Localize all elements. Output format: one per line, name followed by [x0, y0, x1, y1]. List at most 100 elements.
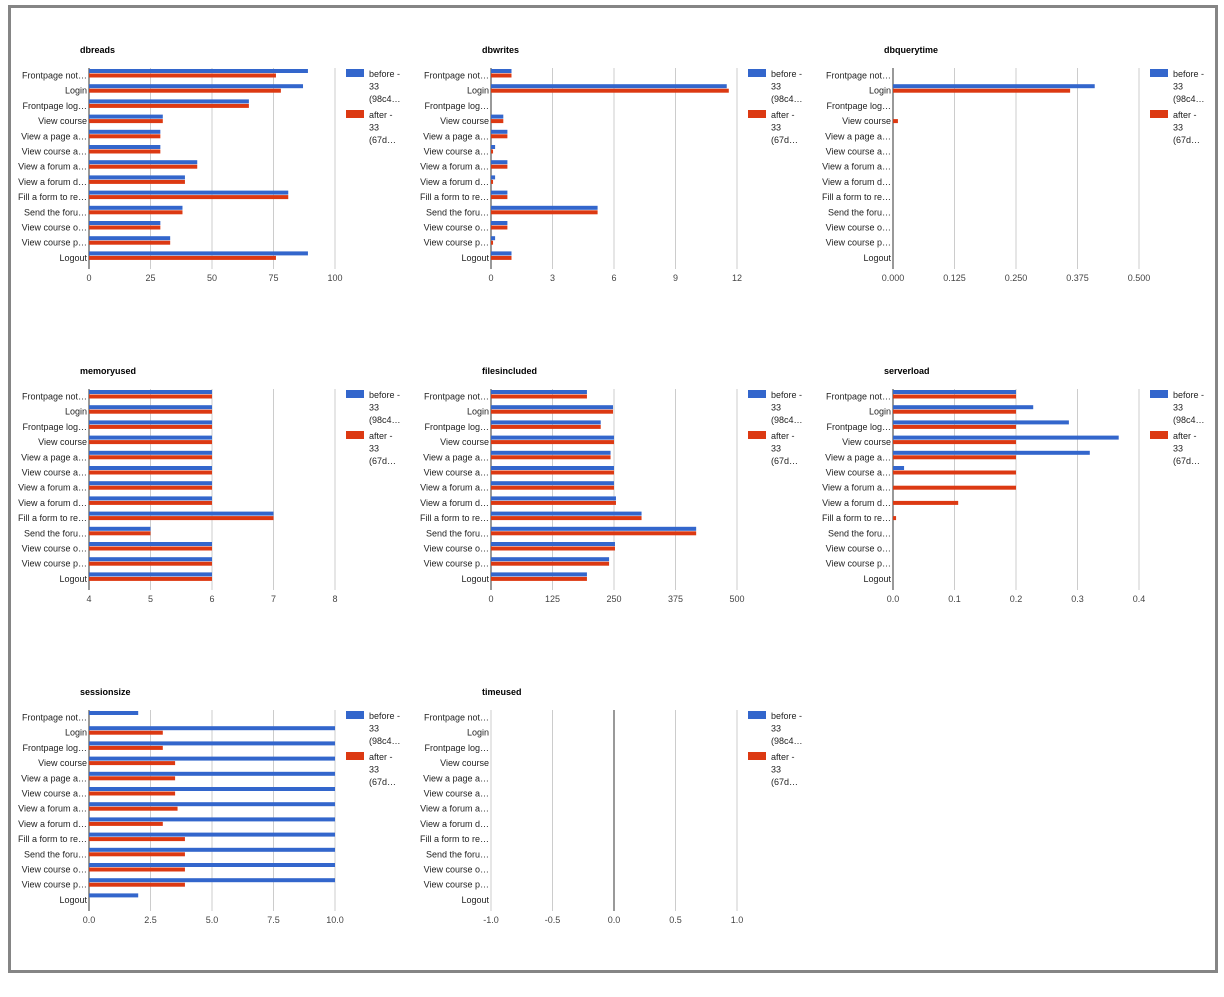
category-label: View course [38, 758, 87, 768]
bar-before [89, 802, 335, 807]
bar-before [89, 542, 212, 546]
bar-before [491, 129, 508, 134]
bar-after [89, 546, 212, 551]
chart-title: timeused [482, 687, 522, 697]
category-label: Frontpage not… [826, 71, 891, 81]
bar-after [491, 149, 494, 154]
chart-svg: dbwrites 0 3 6 9 12 Frontpage not… Login Frontpa… [420, 45, 803, 283]
category-label: Fill a form to re… [18, 513, 87, 523]
category-label: Send the foru… [24, 207, 87, 217]
category-label: Send the foru… [426, 207, 489, 217]
category-label: Send the foru… [24, 849, 87, 859]
bar-after [893, 424, 1016, 429]
category-label: Fill a form to re… [420, 513, 489, 523]
bar-before [89, 190, 289, 195]
category-label: Frontpage log… [22, 422, 87, 432]
category-label: Login [869, 86, 891, 96]
x-tick-label: -0.5 [545, 915, 561, 925]
bar-before [89, 69, 308, 73]
category-label: View course a… [22, 147, 87, 157]
bar-after [89, 73, 276, 78]
bar-before [89, 711, 139, 715]
legend-swatch [346, 390, 364, 398]
bar-before [89, 405, 212, 410]
x-tick-label: 0.1 [948, 594, 961, 604]
category-label: View course a… [826, 468, 891, 478]
legend-label: after -33 (67d… [771, 431, 798, 466]
category-label: Send the foru… [24, 528, 87, 538]
category-label: View course o… [826, 223, 891, 233]
category-label: Login [467, 407, 489, 417]
legend-swatch [346, 69, 364, 77]
plot-group: timeused -1.0 -0.5 0.0 0.5 1.0 Frontpage not… L… [420, 687, 803, 925]
chart-dbquerytime: dbquerytime 0.000 0.125 0.250 0.375 0.500 Fron… [804, 40, 1205, 350]
chart-svg: serverload 0.0 0.1 0.2 0.3 0.4 Frontpage not… L… [822, 366, 1205, 604]
bar-after [89, 179, 185, 184]
bar-after [89, 500, 212, 505]
legend-swatch [748, 431, 766, 439]
category-label: Logout [461, 895, 489, 905]
bar-after [893, 409, 1016, 414]
bar-before [89, 863, 335, 867]
bar-after [893, 470, 1016, 475]
bar-after [491, 119, 504, 124]
legend-swatch [748, 110, 766, 118]
x-tick-label: 12 [732, 273, 742, 283]
bar-before [491, 572, 587, 577]
bar-before [89, 481, 212, 486]
bar-after [893, 455, 1016, 460]
category-label: Frontpage log… [826, 101, 891, 111]
category-label: Login [467, 86, 489, 96]
bar-after [893, 440, 1016, 445]
category-label: View a forum a… [822, 483, 891, 493]
category-label: Login [65, 728, 87, 738]
category-label: View a page a… [21, 452, 87, 462]
legend-swatch [748, 69, 766, 77]
x-tick-label: 50 [207, 273, 217, 283]
bar-after [89, 409, 212, 414]
legend-swatch [748, 752, 766, 760]
bar-before [491, 114, 504, 119]
bar-after [89, 837, 185, 842]
category-label: View a forum d… [420, 819, 489, 829]
x-tick-label: 0.2 [1010, 594, 1023, 604]
bar-after [89, 134, 161, 139]
category-label: View a page a… [423, 452, 489, 462]
bar-before [893, 420, 1069, 425]
x-tick-label: 0.0 [887, 594, 900, 604]
bar-before [491, 205, 598, 210]
x-tick-label: 6 [611, 273, 616, 283]
category-label: Logout [863, 253, 891, 263]
category-label: View course a… [424, 468, 489, 478]
x-tick-label: 500 [729, 594, 744, 604]
bar-after [893, 88, 1071, 93]
bar-after [491, 134, 508, 139]
bar-before [89, 420, 212, 425]
bar-before [491, 221, 508, 225]
bar-after [89, 394, 212, 399]
bar-before [491, 251, 512, 256]
legend-swatch [1150, 69, 1168, 77]
chart-svg: dbreads 0 25 50 75 100 Frontpage not… Login Fron… [18, 45, 401, 283]
legend-label: after -33 (67d… [771, 110, 798, 145]
category-label: View course p… [826, 238, 891, 248]
legend-label: before -33 (98c4… [771, 390, 802, 425]
category-label: Send the foru… [828, 528, 891, 538]
category-label: View a page a… [825, 452, 891, 462]
category-label: Logout [59, 253, 87, 263]
category-label: View course o… [826, 544, 891, 554]
category-label: Fill a form to re… [822, 513, 891, 523]
chart-title: serverload [884, 366, 930, 376]
x-tick-label: 0.500 [1128, 273, 1151, 283]
category-label: Logout [59, 895, 87, 905]
category-label: View a forum a… [822, 162, 891, 172]
bar-before [89, 726, 335, 731]
category-label: View a forum d… [822, 177, 891, 187]
legend-swatch [748, 390, 766, 398]
category-label: View course p… [826, 559, 891, 569]
category-label: Fill a form to re… [420, 834, 489, 844]
bar-after [491, 516, 642, 521]
category-label: Fill a form to re… [18, 192, 87, 202]
legend-swatch [1150, 390, 1168, 398]
x-tick-label: 1.0 [731, 915, 744, 925]
